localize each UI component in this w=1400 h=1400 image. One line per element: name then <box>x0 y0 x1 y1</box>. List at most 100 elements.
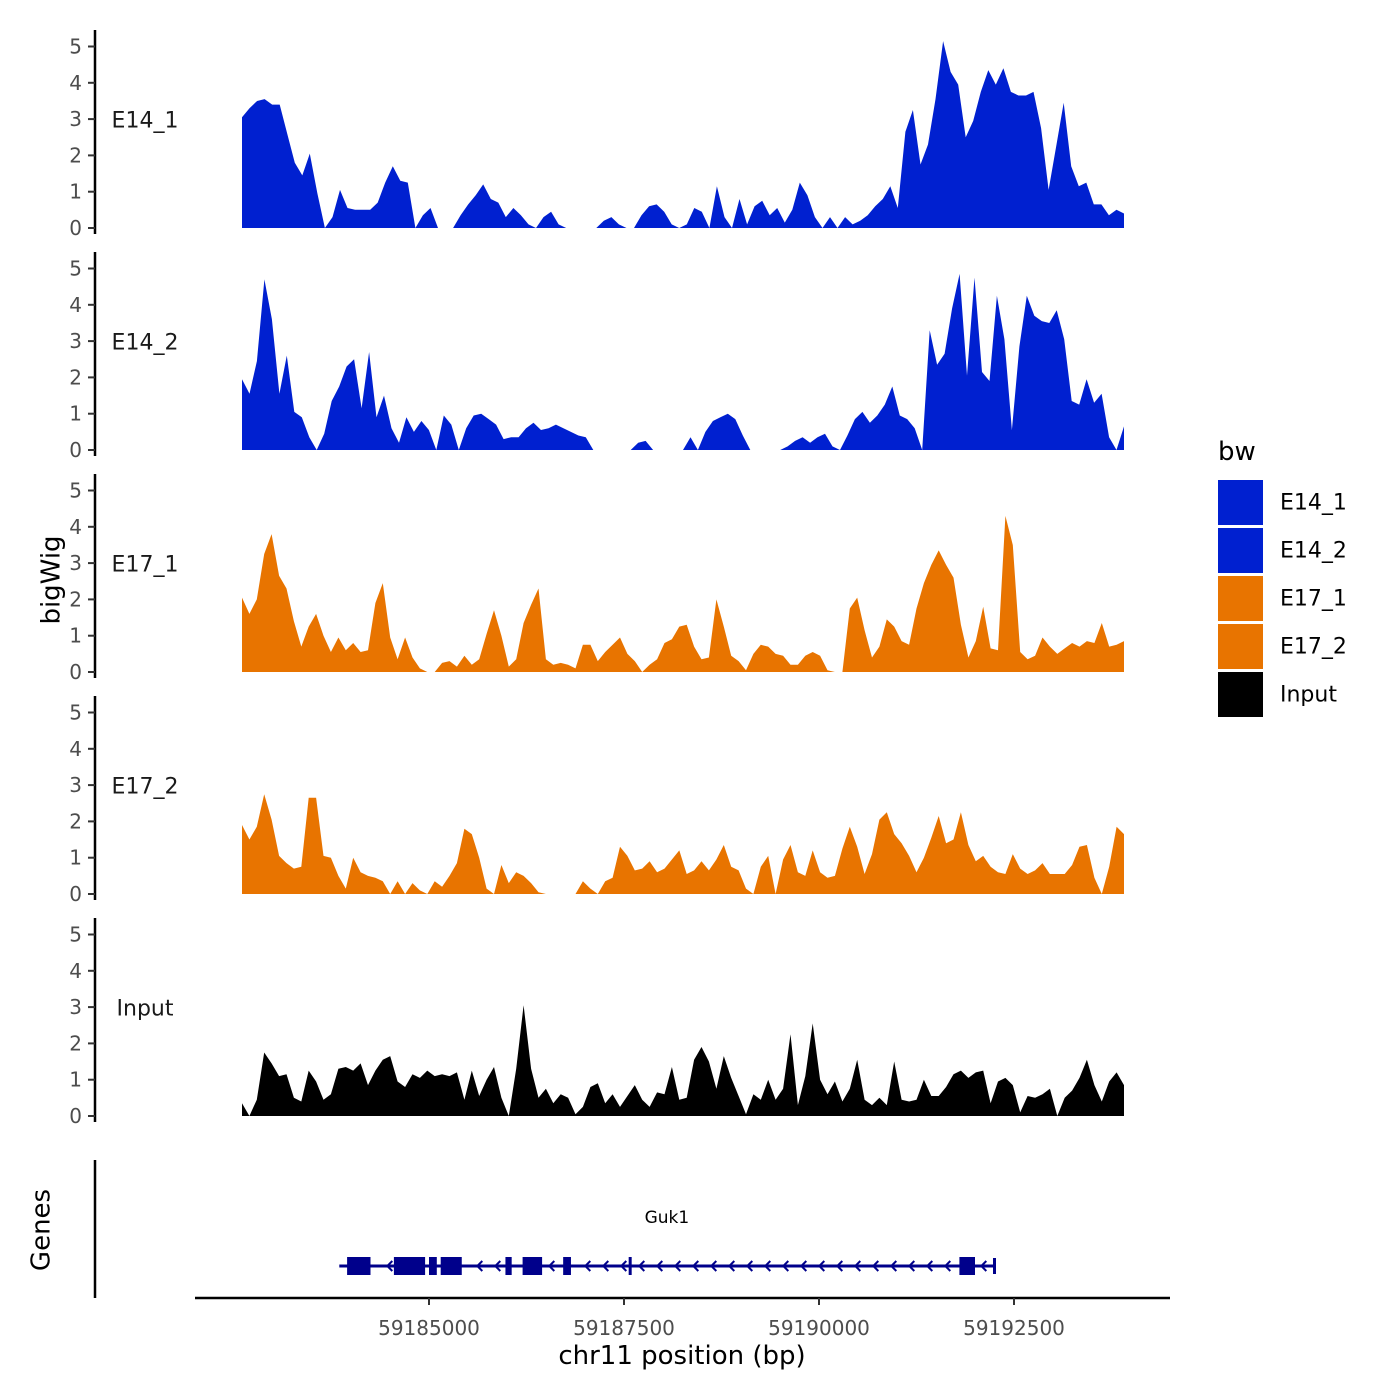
strand-arrow <box>673 1260 682 1272</box>
track-label: E17_2 <box>112 774 179 799</box>
track-label: Input <box>117 996 174 1021</box>
y-tick-label: 1 <box>69 402 82 426</box>
gene-label: Guk1 <box>645 1208 690 1228</box>
strand-arrow <box>745 1260 754 1272</box>
strand-arrow <box>925 1260 934 1272</box>
legend: bw E14_1 E14_2 E17_1 E17_2 Input <box>1218 437 1347 717</box>
strand-arrow <box>619 1260 628 1272</box>
y-tick-label: 0 <box>69 438 82 462</box>
x-tick-label: 59187500 <box>573 1316 675 1340</box>
area-e14-2 <box>242 273 1124 450</box>
y-tick-label: 1 <box>69 180 82 204</box>
y-tick-label: 0 <box>69 1104 82 1128</box>
strand-arrow <box>781 1260 790 1272</box>
y-tick-label: 5 <box>69 479 82 503</box>
strand-arrow <box>835 1260 844 1272</box>
y-tick-label: 4 <box>69 293 82 317</box>
y-tick-label: 5 <box>69 923 82 947</box>
exon <box>563 1257 571 1275</box>
x-tick-label: 59185000 <box>378 1316 480 1340</box>
x-tick-label: 59190000 <box>768 1316 870 1340</box>
y-tick-label: 4 <box>69 737 82 761</box>
x-axis: 59185000 59187500 59190000 59192500 <box>195 1296 1170 1340</box>
genes-panel: Guk1 <box>93 1160 996 1298</box>
y-tick-label: 1 <box>69 624 82 648</box>
strand-arrow <box>709 1260 718 1272</box>
y-tick-label: 5 <box>69 701 82 725</box>
y-tick-label: 2 <box>69 587 82 611</box>
track-label: E17_1 <box>112 552 179 577</box>
y-tick-label: 1 <box>69 1068 82 1092</box>
legend-swatch <box>1218 624 1263 669</box>
x-axis-title: chr11 position (bp) <box>558 1341 805 1371</box>
legend-item-e17-1: E17_1 <box>1218 576 1347 621</box>
legend-item-e14-2: E14_2 <box>1218 528 1347 573</box>
legend-label: E14_1 <box>1280 491 1347 516</box>
exon <box>347 1257 371 1275</box>
strand-arrow <box>601 1260 610 1272</box>
legend-item-input: Input <box>1218 672 1337 717</box>
y-tick-label: 5 <box>69 35 82 59</box>
track-label: E14_2 <box>112 330 179 355</box>
y-axis-title: bigWig <box>37 535 67 624</box>
y-tick-label: 0 <box>69 660 82 684</box>
strand-arrow <box>889 1260 898 1272</box>
track-input: 0 1 2 3 4 5 Input <box>69 918 1124 1128</box>
strand-arrow <box>817 1260 826 1272</box>
strand-arrow <box>871 1260 880 1272</box>
strand-arrow <box>655 1260 664 1272</box>
legend-item-e17-2: E17_2 <box>1218 624 1347 669</box>
y-tick-label: 2 <box>69 1031 82 1055</box>
y-tick-label: 1 <box>69 846 82 870</box>
strand-arrow <box>547 1260 556 1272</box>
y-tick-label: 3 <box>69 329 82 353</box>
legend-swatch <box>1218 672 1263 717</box>
exon <box>429 1257 437 1275</box>
y-tick-label: 2 <box>69 809 82 833</box>
y-tick-label: 3 <box>69 107 82 131</box>
exon <box>628 1257 632 1275</box>
track-e14-1: 0 1 2 3 4 5 E14_1 <box>69 30 1124 240</box>
genes-axis-title: Genes <box>27 1189 57 1271</box>
gene-guk1: Guk1 <box>339 1208 996 1275</box>
y-tick-label: 2 <box>69 365 82 389</box>
exon <box>959 1257 975 1275</box>
exon <box>440 1257 462 1275</box>
legend-label: E14_2 <box>1280 539 1347 564</box>
y-tick-label: 3 <box>69 995 82 1019</box>
strand-arrow <box>493 1260 502 1272</box>
y-tick-label: 4 <box>69 71 82 95</box>
track-e17-2: 0 1 2 3 4 5 E17_2 <box>69 696 1124 906</box>
y-tick-label: 5 <box>69 257 82 281</box>
legend-title: bw <box>1218 437 1256 467</box>
y-tick-label: 2 <box>69 143 82 167</box>
track-e17-1: 0 1 2 3 4 5 E17_1 <box>69 474 1124 684</box>
legend-item-e14-1: E14_1 <box>1218 480 1347 525</box>
track-e14-2: 0 1 2 3 4 5 E14_2 <box>69 252 1124 462</box>
area-input <box>242 1005 1124 1116</box>
y-tick-label: 3 <box>69 551 82 575</box>
y-tick-label: 0 <box>69 882 82 906</box>
legend-label: E17_1 <box>1280 587 1347 612</box>
y-tick-label: 0 <box>69 216 82 240</box>
area-e17-2 <box>242 794 1124 894</box>
strand-arrow <box>691 1260 700 1272</box>
x-tick-label: 59192500 <box>963 1316 1065 1340</box>
y-tick-label: 3 <box>69 773 82 797</box>
strand-arrow <box>727 1260 736 1272</box>
strand-arrow <box>907 1260 916 1272</box>
strand-arrow <box>943 1260 952 1272</box>
strand-arrow <box>637 1260 646 1272</box>
legend-swatch <box>1218 576 1263 621</box>
y-tick-label: 4 <box>69 515 82 539</box>
legend-label: E17_2 <box>1280 635 1347 660</box>
exon <box>505 1257 512 1275</box>
exon <box>393 1257 426 1275</box>
strand-arrow <box>763 1260 772 1272</box>
track-label: E14_1 <box>112 108 179 133</box>
y-tick-label: 4 <box>69 959 82 983</box>
legend-swatch <box>1218 528 1263 573</box>
strand-arrow <box>853 1260 862 1272</box>
strand-arrow <box>583 1260 592 1272</box>
